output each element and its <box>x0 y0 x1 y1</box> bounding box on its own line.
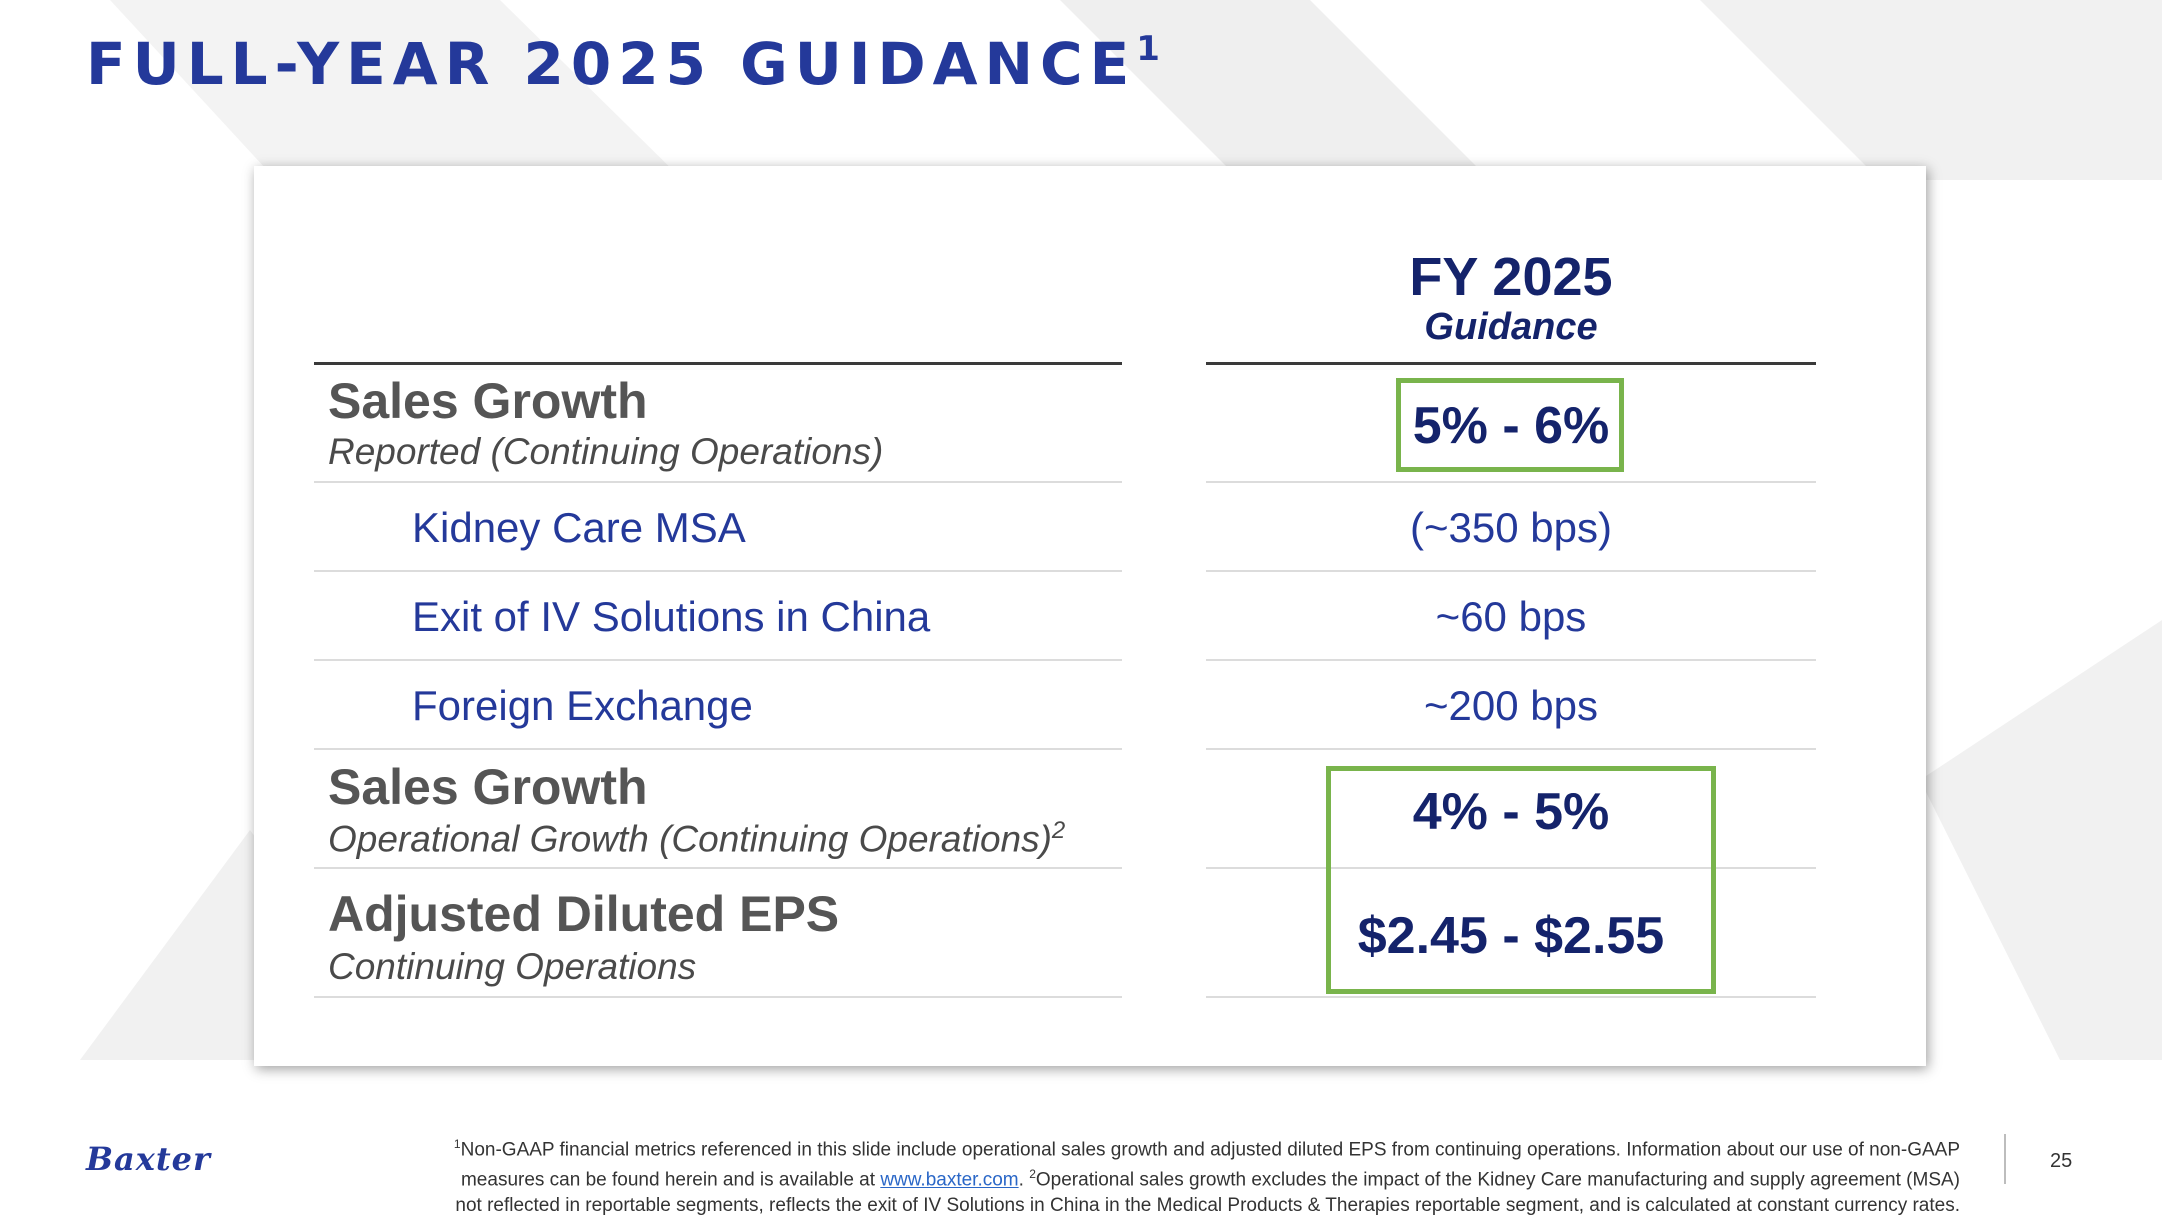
slide-title-superscript: 1 <box>1136 28 1160 69</box>
row-value: ~60 bps <box>1435 593 1587 640</box>
row-label-sub: Reported (Continuing Operations) <box>328 431 884 472</box>
footnote-superscript: 2 <box>1029 1167 1036 1182</box>
header-divider-left <box>314 362 1122 365</box>
row-divider <box>1206 867 1816 869</box>
row-divider <box>314 748 1122 750</box>
row-divider <box>314 996 1122 998</box>
header-divider-right <box>1206 362 1816 365</box>
slide-title-text: FULL-YEAR 2025 GUIDANCE <box>86 30 1137 98</box>
row-divider <box>314 570 1122 572</box>
footnote-text: . <box>1018 1169 1030 1191</box>
row-value: ~200 bps <box>1424 682 1598 729</box>
row-divider <box>314 481 1122 483</box>
row-value: 4% - 5% <box>1412 783 1610 841</box>
footnote-text: Operational sales growth excludes the im… <box>1035 1169 1960 1191</box>
row-divider <box>1206 481 1816 483</box>
page-number: 25 <box>2050 1150 2073 1172</box>
row-label-main: Sales Growth <box>328 759 648 815</box>
row-divider <box>1206 996 1816 998</box>
row-label-superscript: 2 <box>1051 817 1066 844</box>
row-label-indent: Foreign Exchange <box>412 682 753 729</box>
row-label-sub-text: Operational Growth (Continuing Operation… <box>328 818 1052 860</box>
row-label-indent: Exit of IV Solutions in China <box>412 593 931 640</box>
row-label-sub: Continuing Operations <box>328 946 697 987</box>
highlight-box-operational-eps <box>1326 766 1716 994</box>
footnote-text: measures can be found herein and is avai… <box>460 1169 881 1191</box>
guidance-table-card: FY 2025 Guidance Sales Growth Reported (… <box>254 166 1926 1066</box>
row-value: (~350 bps) <box>1410 504 1612 551</box>
footnote-superscript: 1 <box>453 1137 461 1151</box>
footnote: 1Non-GAAP financial metrics referenced i… <box>390 1132 1960 1218</box>
row-divider <box>1206 570 1816 572</box>
row-divider <box>314 659 1122 661</box>
highlight-box-reported <box>1396 378 1624 472</box>
column-header-guidance: Guidance <box>1424 306 1598 348</box>
row-label-main: Sales Growth <box>328 373 648 429</box>
row-divider <box>1206 748 1816 750</box>
row-divider <box>1206 659 1816 661</box>
row-label-sub: Operational Growth (Continuing Operation… <box>328 817 1065 860</box>
slide-title: FULL-YEAR 2025 GUIDANCE1 <box>86 28 1160 98</box>
row-label-main: Adjusted Diluted EPS <box>328 886 840 942</box>
footnote-text: not reflected in reportable segments, re… <box>455 1194 1960 1216</box>
row-value: $2.45 - $2.55 <box>1357 907 1665 965</box>
row-divider <box>314 867 1122 869</box>
column-header-year: FY 2025 <box>1409 247 1613 307</box>
row-label-indent: Kidney Care MSA <box>412 504 746 551</box>
baxter-website-link[interactable]: www.baxter.com <box>880 1169 1019 1191</box>
row-value: 5% - 6% <box>1412 397 1610 455</box>
footnote-text: Non-GAAP financial metrics referenced in… <box>460 1139 1960 1161</box>
baxter-logo: Baxter <box>86 1140 211 1178</box>
footer-divider <box>2004 1134 2006 1184</box>
